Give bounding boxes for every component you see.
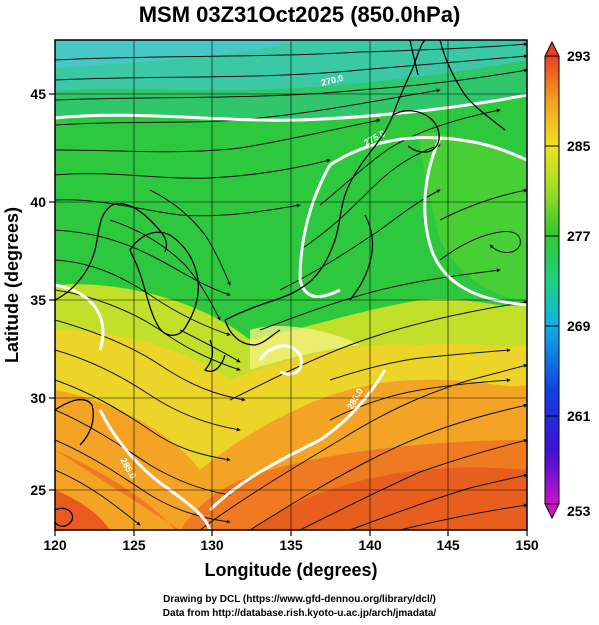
colorbar-min-arrow: [544, 503, 560, 520]
colorbar-scale: [544, 55, 560, 505]
y-tick-label: 35: [30, 292, 46, 308]
y-tick-label: 40: [30, 194, 46, 210]
colorbar-label: 269: [567, 318, 591, 334]
x-tick-label: 125: [122, 537, 146, 553]
x-tick-label: 150: [515, 537, 539, 553]
colorbar: 293 285 277 269 261 253: [544, 40, 591, 520]
x-tick-label: 120: [43, 537, 67, 553]
y-tick-labels: 25 30 35 40 45: [30, 86, 46, 498]
isotherm-280: [423, 137, 527, 307]
y-tick-label: 30: [30, 390, 46, 406]
y-tick-label: 25: [30, 482, 46, 498]
x-tick-label: 140: [358, 537, 382, 553]
isotherm-285b: [258, 344, 303, 376]
colorbar-label: 253: [567, 503, 591, 519]
y-tick-label: 45: [30, 86, 46, 102]
credit-data: Data from http://database.rish.kyoto-u.a…: [162, 608, 437, 619]
tick-marks: [49, 93, 528, 536]
isotherm-285d: [208, 369, 387, 512]
credits: Drawing by DCL (https://www.gfd-dennou.o…: [0, 593, 599, 621]
x-tick-labels: 120 125 130 135 140 145 150: [43, 537, 539, 553]
isotherm-275b: [298, 164, 341, 299]
isotherm-285a: [55, 283, 105, 351]
coastlines: [55, 40, 506, 527]
grid: [55, 40, 527, 530]
colorbar-label: 261: [567, 408, 591, 424]
isotherm-270: [55, 93, 527, 122]
isotherm-285c: [98, 409, 212, 530]
colorbar-label: 277: [567, 228, 591, 244]
x-tick-label: 130: [200, 537, 224, 553]
isotherms: [55, 93, 527, 530]
colorbar-label: 285: [567, 138, 591, 154]
y-axis-label: Latitude (degrees): [2, 207, 22, 363]
x-tick-label: 145: [436, 537, 460, 553]
credit-drawing: Drawing by DCL (https://www.gfd-dennou.o…: [163, 594, 436, 605]
x-axis-label: Longitude (degrees): [204, 560, 377, 580]
colorbar-max-arrow: [544, 40, 560, 57]
x-tick-label: 135: [279, 537, 303, 553]
chart-title: MSM 03Z31Oct2025 (850.0hPa): [138, 2, 461, 27]
colorbar-label: 293: [567, 48, 591, 64]
